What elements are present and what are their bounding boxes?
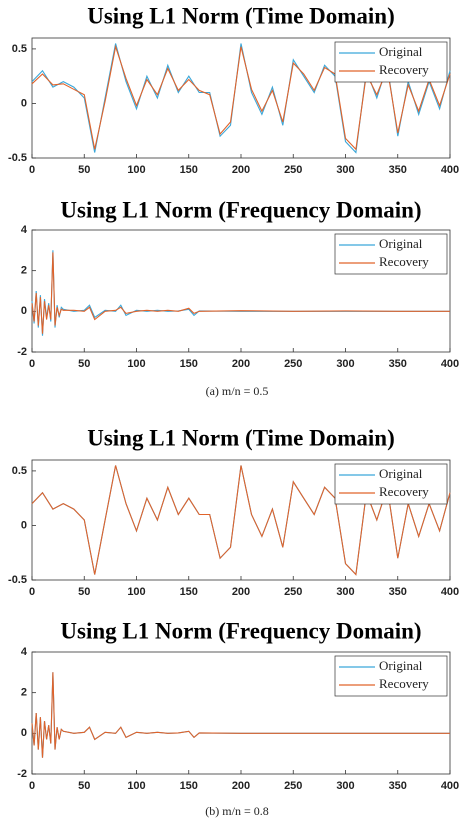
y-tick-label: 0.5 <box>12 465 27 477</box>
x-tick-label: 200 <box>232 780 250 792</box>
line-series <box>31 672 450 758</box>
legend-label: Recovery <box>379 484 429 499</box>
x-tick-label: 100 <box>127 358 145 370</box>
y-tick-label: 4 <box>21 646 28 658</box>
legend-label: Recovery <box>379 254 429 269</box>
x-tick-label: 250 <box>284 164 302 176</box>
y-tick-label: 0 <box>21 305 27 317</box>
x-tick-label: 100 <box>127 164 145 176</box>
x-tick-label: 150 <box>180 358 198 370</box>
x-tick-label: 300 <box>336 358 354 370</box>
x-tick-label: 150 <box>180 164 198 176</box>
legend-box <box>334 41 448 83</box>
x-tick-label: 400 <box>441 358 459 370</box>
x-tick-label: 0 <box>29 358 35 370</box>
x-tick-label: 350 <box>389 780 407 792</box>
x-tick-label: 50 <box>78 164 90 176</box>
chart-title: Using L1 Norm (Time Domain) <box>87 425 395 450</box>
legend-label: Recovery <box>379 676 429 691</box>
x-tick-label: 300 <box>336 164 354 176</box>
x-tick-label: 300 <box>336 780 354 792</box>
x-tick-label: 50 <box>78 586 90 598</box>
legend-label: Original <box>379 236 423 251</box>
x-tick-label: 200 <box>232 586 250 598</box>
y-tick-label: 2 <box>21 687 27 699</box>
legend-box <box>334 463 448 505</box>
x-tick-label: 400 <box>441 586 459 598</box>
y-tick-label: -2 <box>17 346 27 358</box>
x-tick-label: 50 <box>78 358 90 370</box>
x-tick-label: 50 <box>78 780 90 792</box>
x-tick-label: 400 <box>441 780 459 792</box>
line-series <box>31 252 450 334</box>
x-tick-label: 100 <box>127 586 145 598</box>
chart-title: Using L1 Norm (Frequency Domain) <box>60 618 421 643</box>
legend-label: Original <box>379 44 423 59</box>
x-tick-label: 350 <box>389 586 407 598</box>
legend-label: Original <box>379 466 423 481</box>
caption: (b) m/n = 0.8 <box>205 804 268 818</box>
legend-box <box>334 233 448 275</box>
x-tick-label: 250 <box>284 358 302 370</box>
x-tick-label: 250 <box>284 586 302 598</box>
y-tick-label: -2 <box>17 768 27 780</box>
y-tick-label: 0 <box>21 727 27 739</box>
x-tick-label: 300 <box>336 586 354 598</box>
caption: (a) m/n = 0.5 <box>206 384 269 398</box>
chart-title: Using L1 Norm (Frequency Domain) <box>60 197 421 222</box>
y-tick-label: -0.5 <box>8 574 27 586</box>
line-series <box>31 250 450 336</box>
line-series <box>31 465 451 576</box>
x-tick-label: 350 <box>389 164 407 176</box>
legend-box <box>334 655 448 697</box>
line-series <box>31 44 451 151</box>
x-tick-label: 250 <box>284 780 302 792</box>
x-tick-label: 100 <box>127 780 145 792</box>
x-tick-label: 0 <box>29 164 35 176</box>
y-tick-label: -0.5 <box>8 152 27 164</box>
x-tick-label: 350 <box>389 358 407 370</box>
legend-label: Recovery <box>379 62 429 77</box>
legend-label: Original <box>379 658 423 673</box>
x-tick-label: 200 <box>232 164 250 176</box>
y-tick-label: 2 <box>21 265 27 277</box>
x-tick-label: 150 <box>180 586 198 598</box>
chart-title: Using L1 Norm (Time Domain) <box>87 3 395 28</box>
x-tick-label: 200 <box>232 358 250 370</box>
x-tick-label: 0 <box>29 780 35 792</box>
y-tick-label: 0 <box>21 519 27 531</box>
x-tick-label: 0 <box>29 586 35 598</box>
x-tick-label: 400 <box>441 164 459 176</box>
y-tick-label: 4 <box>21 224 28 236</box>
y-tick-label: 0 <box>21 97 27 109</box>
x-tick-label: 150 <box>180 780 198 792</box>
y-tick-label: 0.5 <box>12 43 27 55</box>
